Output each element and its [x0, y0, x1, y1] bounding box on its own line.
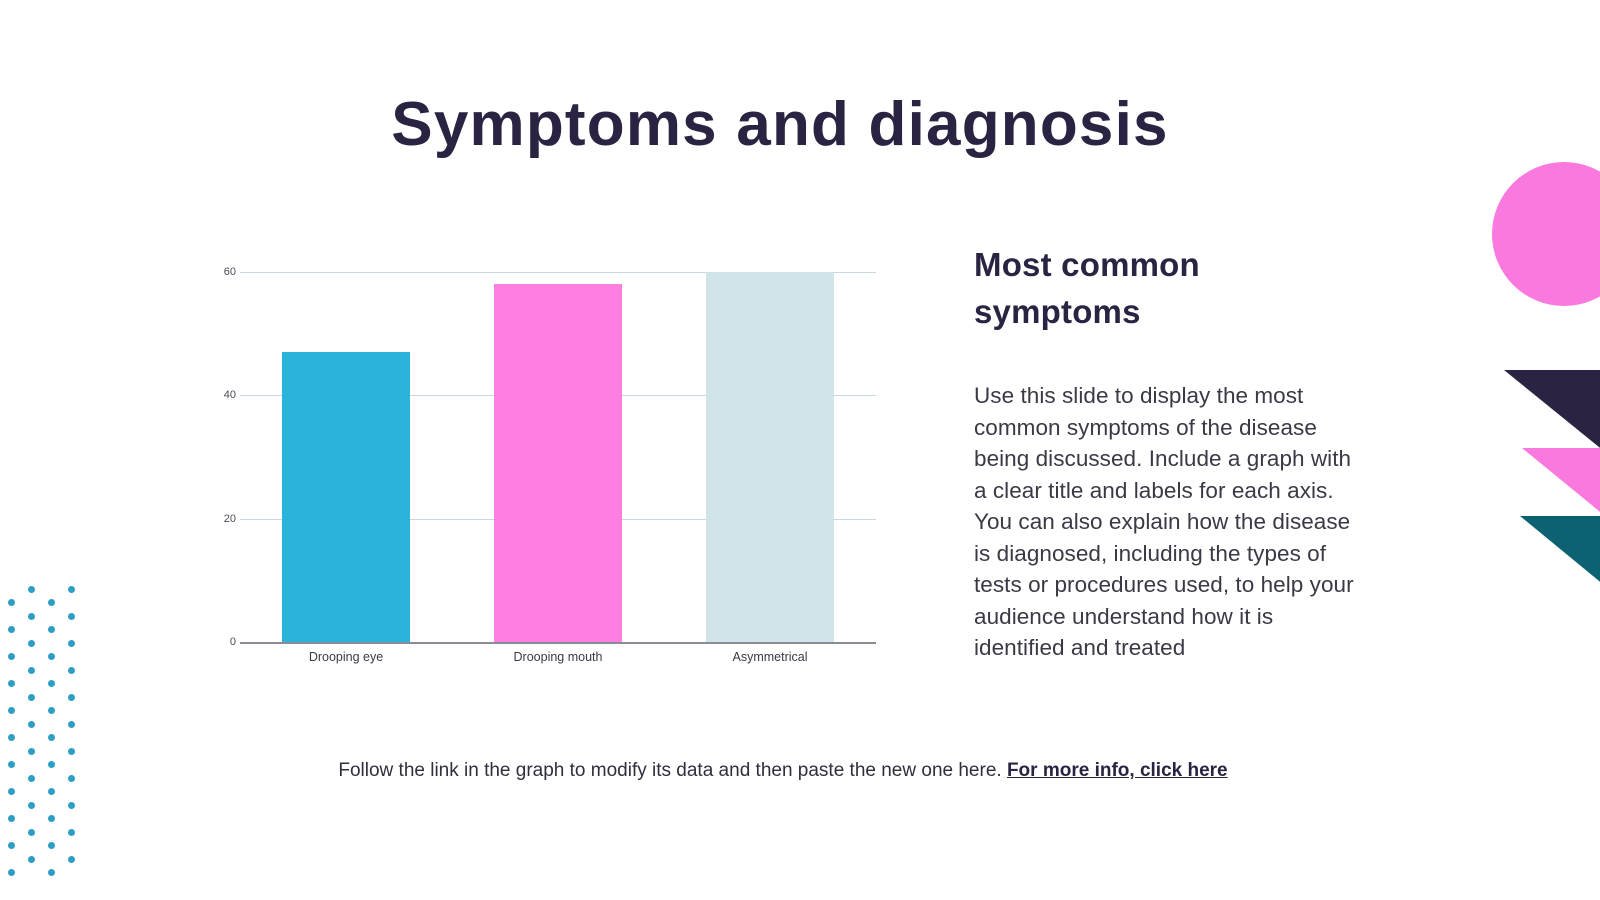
decorative-dot	[8, 599, 15, 606]
decorative-dot	[68, 775, 75, 782]
decorative-dot	[48, 761, 55, 768]
chart-y-tick-label: 0	[229, 636, 236, 648]
decorative-dot	[8, 653, 15, 660]
caption-text: Follow the link in the graph to modify i…	[338, 760, 1007, 781]
chart-x-tick-label: Asymmetrical	[732, 650, 808, 664]
decorative-dot	[48, 788, 55, 795]
decorative-dot	[68, 829, 75, 836]
decorative-dot	[68, 721, 75, 728]
decorative-dot-grid	[8, 586, 98, 886]
chart-x-tick-label: Drooping mouth	[513, 650, 603, 664]
more-info-link[interactable]: For more info, click here	[1006, 760, 1228, 781]
decorative-dot	[68, 856, 75, 863]
decorative-dot	[8, 626, 15, 633]
decorative-dot	[28, 640, 35, 647]
decorative-dot	[28, 694, 35, 701]
decorative-dot	[28, 775, 35, 782]
decorative-dot	[8, 680, 15, 687]
decorative-dot	[48, 653, 55, 660]
decorative-dot	[28, 748, 35, 755]
decorative-dot	[8, 761, 15, 768]
decorative-dot	[48, 599, 55, 606]
decorative-triangles	[1504, 370, 1600, 582]
bar-chart[interactable]: 0 20 40 60 Drooping eye Drooping mouth Asymme…	[216, 266, 876, 674]
decorative-dot	[48, 680, 55, 687]
caption: Follow the link in the graph to modify i…	[0, 760, 1566, 782]
decorative-dot	[68, 667, 75, 674]
triangle-teal-icon	[1520, 516, 1600, 582]
decorative-dot	[48, 626, 55, 633]
decorative-dot	[28, 829, 35, 836]
decorative-dot	[48, 734, 55, 741]
decorative-dot	[68, 586, 75, 593]
chart-x-axis-line	[240, 642, 876, 644]
chart-bar[interactable]	[494, 284, 622, 642]
decorative-dot	[8, 788, 15, 795]
chart-x-tick-label: Drooping eye	[308, 650, 384, 664]
decorative-dot	[68, 748, 75, 755]
side-panel-body: Use this slide to display the most commo…	[974, 383, 1354, 660]
decorative-dot	[8, 707, 15, 714]
decorative-dot	[28, 613, 35, 620]
side-panel-heading: Most common symptoms	[974, 246, 1200, 330]
decorative-dot	[68, 613, 75, 620]
page-title: Symptoms and diagnosis	[391, 90, 1169, 159]
decorative-dot	[8, 869, 15, 876]
decorative-dot	[28, 667, 35, 674]
chart-y-tick-label: 40	[223, 389, 236, 402]
decorative-dot	[28, 586, 35, 593]
chart-y-tick-label: 60	[223, 266, 236, 278]
decorative-dot	[8, 842, 15, 849]
chart-gridline	[240, 272, 876, 273]
decorative-dot	[48, 869, 55, 876]
chart-bar[interactable]	[282, 352, 410, 642]
triangle-navy-icon	[1504, 370, 1600, 448]
decorative-dot	[48, 815, 55, 822]
decorative-dot	[28, 802, 35, 809]
chart-y-tick-label: 20	[223, 512, 236, 525]
decorative-circle-pink	[1492, 162, 1600, 306]
chart-bar[interactable]	[706, 272, 834, 642]
decorative-dot	[28, 721, 35, 728]
decorative-dot	[48, 707, 55, 714]
decorative-dot	[48, 842, 55, 849]
decorative-dot	[8, 815, 15, 822]
chart-plot-area: 0 20 40 60	[224, 266, 876, 648]
decorative-dot	[68, 694, 75, 701]
decorative-dot	[68, 640, 75, 647]
decorative-dot	[68, 802, 75, 809]
chart-x-axis-labels: Drooping eye Drooping mouth Asymmetrical	[240, 650, 876, 674]
decorative-dot	[28, 856, 35, 863]
triangle-pink-icon	[1522, 448, 1600, 512]
decorative-dot	[8, 734, 15, 741]
